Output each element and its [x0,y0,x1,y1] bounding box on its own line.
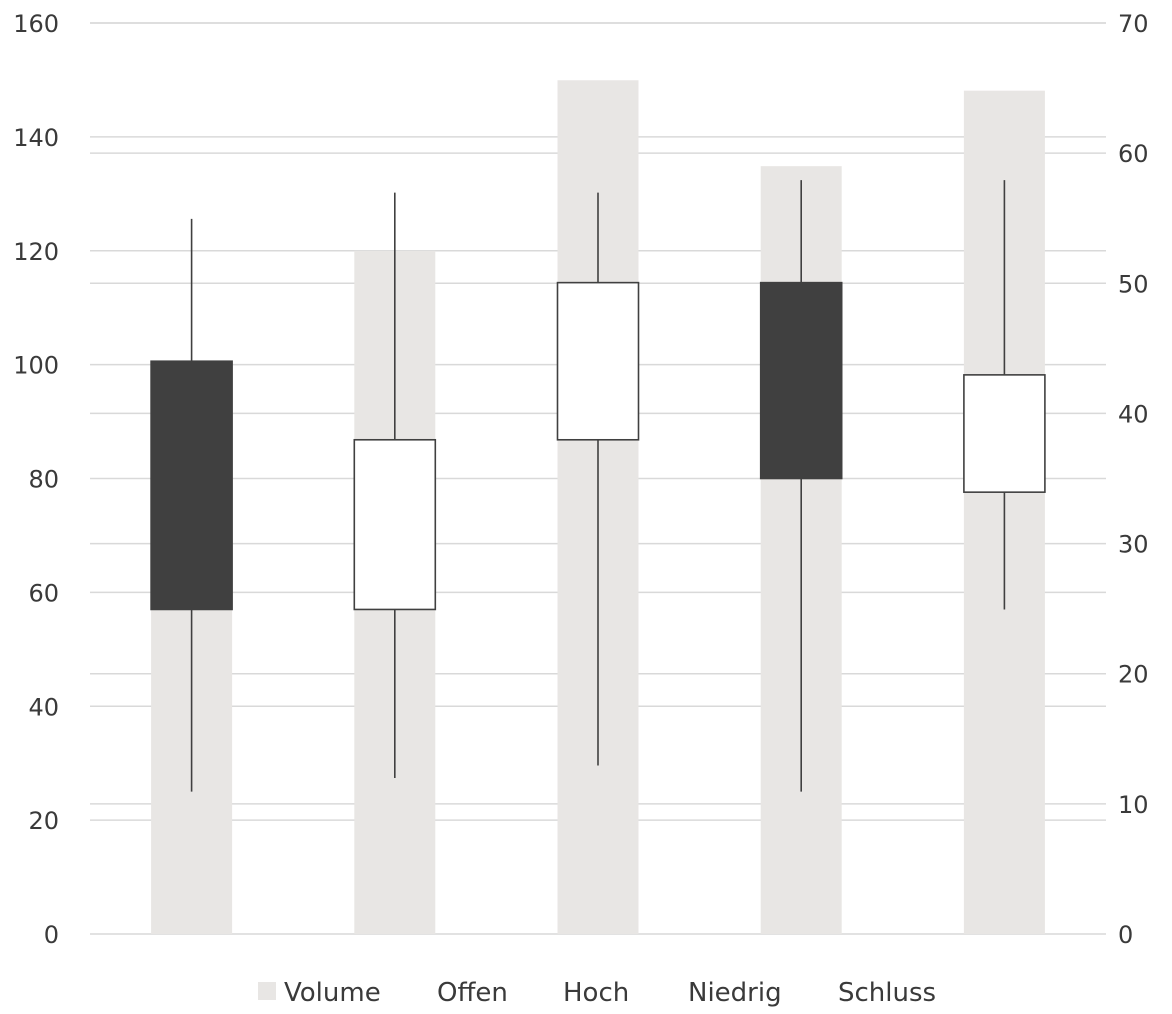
left-tick-label-7: 140 [13,124,59,152]
left-tick-label-3: 60 [28,579,59,607]
legend-label-schluss: Schluss [838,978,936,1008]
candlesticks [150,180,1046,792]
left-tick-label-5: 100 [13,352,59,380]
right-tick-label-1: 10 [1118,791,1149,819]
right-tick-label-7: 70 [1118,10,1149,38]
right-tick-label-6: 60 [1118,140,1149,168]
legend-label-offen: Offen [437,978,508,1008]
legend-swatch-volume [258,982,276,1000]
right-tick-label-4: 40 [1118,400,1149,428]
candle-body-4 [963,374,1046,493]
candle-body-3 [759,281,843,480]
left-axis-ticks: 0 20 40 60 80 100 120 140 160 [13,10,59,949]
left-tick-label-8: 160 [13,10,59,38]
left-tick-label-6: 120 [13,238,59,266]
left-tick-label-4: 80 [28,466,59,494]
candle-body-1 [353,438,437,611]
legend-label-niedrig: Niedrig [688,978,782,1008]
right-tick-label-3: 30 [1118,531,1149,559]
right-tick-label-5: 50 [1118,270,1149,298]
legend: Volume Offen Hoch Niedrig Schluss [258,978,936,1008]
left-tick-label-2: 40 [28,693,59,721]
right-tick-label-0: 0 [1118,921,1133,949]
left-tick-label-0: 0 [44,921,59,949]
legend-label-hoch: Hoch [563,978,629,1008]
candle-body-0 [150,360,233,611]
right-axis-ticks: 0 10 20 30 40 50 60 70 [1118,10,1149,949]
legend-label-volume: Volume [284,978,381,1008]
candle-body-2 [556,281,640,441]
left-tick-label-1: 20 [28,807,59,835]
right-tick-label-2: 20 [1118,661,1149,689]
